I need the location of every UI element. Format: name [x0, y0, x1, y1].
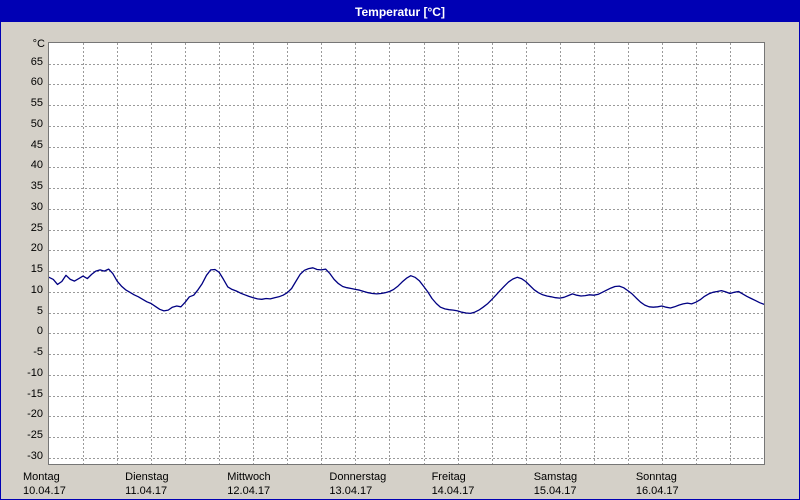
y-tick-label: 65: [30, 55, 43, 68]
y-tick-label: 0: [36, 325, 43, 338]
temperature-line-chart: [49, 43, 764, 464]
y-tick-label: 50: [30, 117, 43, 130]
y-tick-label: 45: [30, 138, 43, 151]
day-date: 13.04.17: [329, 485, 373, 497]
day-name: Sonntag: [635, 471, 677, 483]
y-tick-label: 25: [30, 221, 43, 234]
x-day-label: Mittwoch 12.04.17: [227, 470, 270, 498]
day-date: 14.04.17: [431, 485, 475, 497]
y-tick-label: -20: [27, 408, 43, 421]
y-tick-label: -5: [33, 346, 43, 359]
day-name: Donnerstag: [329, 471, 387, 483]
x-day-label: Montag 10.04.17: [23, 470, 66, 498]
day-name: Mittwoch: [227, 471, 271, 483]
x-day-label: Dienstag 11.04.17: [125, 470, 168, 498]
y-tick-label: 10: [30, 283, 43, 296]
y-tick-label: 15: [30, 263, 43, 276]
day-name: Montag: [23, 471, 60, 483]
y-tick-label: 30: [30, 200, 43, 213]
y-axis-unit-label: °C: [32, 38, 45, 50]
day-name: Samstag: [533, 471, 578, 483]
y-tick-label: -10: [27, 366, 43, 379]
plot-area: [48, 42, 765, 465]
y-tick-label: 60: [30, 76, 43, 89]
title-bar: Temperatur [°C]: [1, 1, 799, 22]
day-date: 15.04.17: [533, 485, 577, 497]
day-date: 10.04.17: [23, 485, 66, 497]
day-date: 16.04.17: [635, 485, 679, 497]
y-tick-label: 35: [30, 180, 43, 193]
day-date: 11.04.17: [125, 485, 168, 497]
y-tick-label: -15: [27, 387, 43, 400]
y-tick-label: 55: [30, 97, 43, 110]
y-tick-label: 5: [36, 304, 43, 317]
temperature-series-line: [49, 267, 764, 315]
x-day-label: Samstag 15.04.17: [534, 470, 577, 498]
y-tick-label: 40: [30, 159, 43, 172]
y-tick-label: 20: [30, 242, 43, 255]
y-tick-label: -25: [27, 429, 43, 442]
day-name: Freitag: [431, 471, 466, 483]
x-day-label: Sonntag 16.04.17: [636, 470, 679, 498]
chart-panel: °C 65 60 55 50 45 40 35 30 25 20 15 10 5 0 -5 -10 -15 -20…: [1, 22, 799, 499]
x-day-label: Freitag 14.04.17: [432, 470, 475, 498]
x-day-label: Donnerstag 13.04.17: [329, 470, 386, 498]
day-name: Dienstag: [125, 471, 169, 483]
y-tick-label: -30: [27, 449, 43, 462]
window-title: Temperatur [°C]: [355, 4, 445, 19]
day-date: 12.04.17: [227, 485, 271, 497]
